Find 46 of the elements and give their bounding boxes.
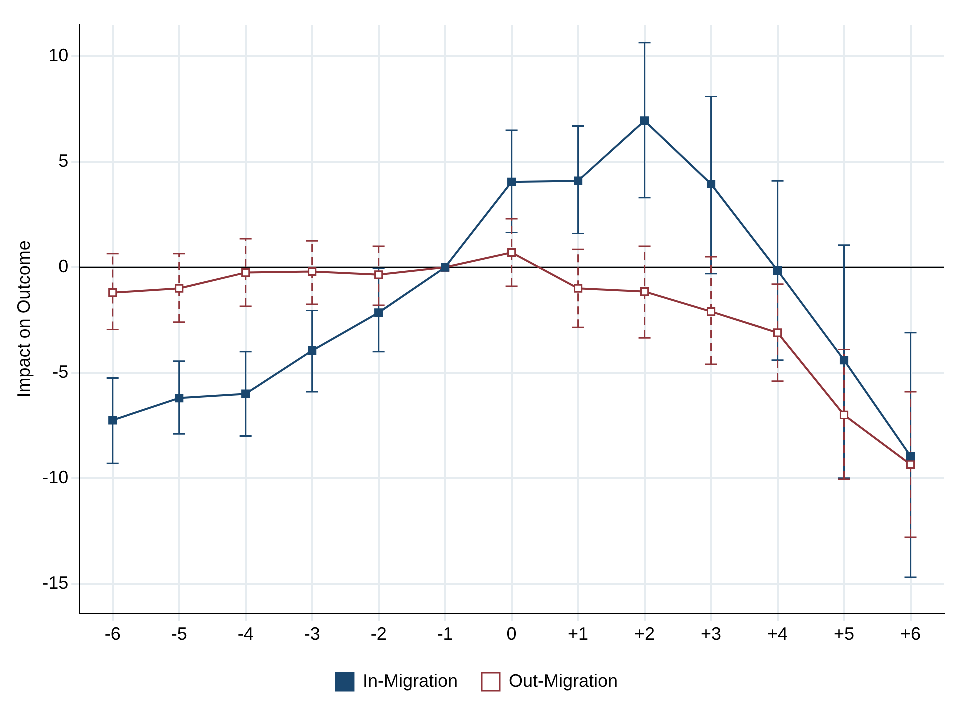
x-tick-label: -4 (238, 624, 254, 644)
point (242, 390, 250, 398)
point (773, 266, 782, 275)
x-tick-label: -3 (304, 624, 320, 644)
legend-label: Out-Migration (509, 670, 618, 691)
point (308, 267, 317, 276)
point (175, 284, 184, 293)
point (640, 288, 650, 296)
y-tick-label: -15 (42, 572, 69, 593)
x-tick-label: +5 (834, 624, 855, 644)
point (508, 178, 516, 186)
x-tick-label: -6 (104, 624, 121, 644)
point (374, 270, 384, 280)
point (574, 176, 583, 186)
legend-label: In-Migration (362, 670, 458, 691)
point (773, 328, 782, 338)
point (840, 410, 849, 420)
x-tick-label: +2 (634, 624, 656, 644)
point (308, 346, 317, 356)
x-tick-label: +6 (900, 624, 922, 644)
y-tick-label: -5 (52, 362, 69, 382)
point (108, 288, 118, 298)
point (906, 452, 916, 461)
x-tick-label: -5 (171, 624, 188, 644)
x-tick-label: +1 (568, 624, 589, 644)
x-tick-label: +3 (701, 624, 722, 644)
y-tick-label: 5 (58, 151, 69, 172)
point (906, 460, 916, 470)
y-axis-title: Impact on Outcome (14, 240, 34, 398)
point (574, 284, 583, 293)
point (508, 248, 516, 258)
x-tick-label: -2 (370, 624, 387, 644)
point (242, 268, 250, 278)
point (108, 416, 118, 425)
x-tick-label: +4 (768, 624, 788, 644)
point (175, 394, 184, 403)
x-tick-label: -1 (437, 624, 454, 644)
y-tick-label: 0 (58, 256, 69, 276)
point (374, 308, 384, 318)
y-tick-label: -10 (42, 467, 69, 488)
point (840, 356, 849, 365)
point (706, 180, 716, 189)
y-tick-label: 10 (48, 46, 69, 66)
point (640, 116, 650, 126)
x-tick-label: 0 (506, 624, 517, 644)
point (706, 308, 716, 316)
